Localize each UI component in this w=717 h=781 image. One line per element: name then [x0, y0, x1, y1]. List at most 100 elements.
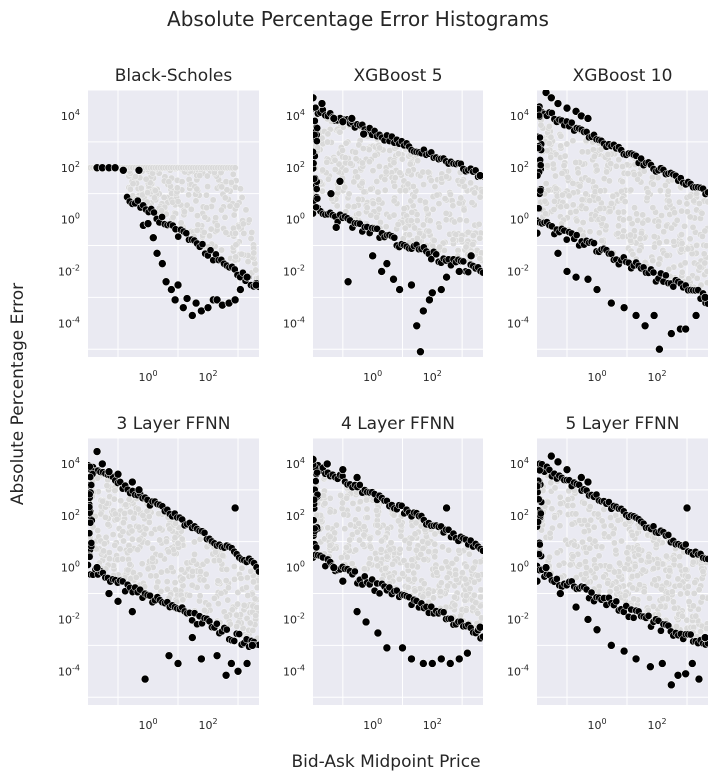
data-point — [213, 221, 221, 229]
data-point — [662, 182, 669, 189]
outlier-point — [158, 259, 167, 268]
data-point — [631, 227, 638, 235]
data-point — [213, 619, 221, 628]
data-point — [432, 250, 441, 259]
y-tick-label: 100 — [510, 212, 529, 227]
data-point — [670, 238, 678, 245]
data-point — [470, 591, 478, 599]
data-point — [587, 516, 595, 524]
data-point — [477, 586, 483, 594]
data-point — [233, 623, 241, 630]
data-point — [563, 140, 571, 148]
data-point — [359, 145, 367, 152]
outlier-point — [191, 298, 201, 308]
data-point — [592, 564, 600, 572]
data-point — [433, 569, 441, 576]
data-point — [557, 132, 565, 140]
data-point — [186, 592, 194, 599]
data-point — [341, 525, 349, 533]
data-point — [631, 563, 639, 570]
y-tick-label: 102 — [286, 508, 305, 523]
data-point — [443, 574, 451, 582]
data-point — [178, 178, 186, 186]
data-point — [179, 575, 187, 583]
data-point — [663, 238, 670, 245]
data-point — [168, 564, 175, 572]
data-point — [462, 606, 470, 614]
data-point — [319, 166, 326, 174]
data-point — [552, 575, 561, 583]
data-point — [658, 585, 665, 593]
data-point — [420, 181, 427, 188]
data-point — [470, 578, 478, 586]
outlier-point — [583, 274, 593, 284]
data-point — [171, 534, 179, 542]
data-point — [210, 594, 218, 602]
data-point — [546, 529, 554, 537]
data-point — [413, 217, 421, 224]
data-point — [598, 517, 606, 525]
data-point — [129, 535, 136, 543]
data-point — [217, 590, 225, 597]
data-point — [551, 484, 559, 492]
outlier-point — [389, 274, 398, 284]
data-point — [395, 150, 402, 158]
data-point — [178, 566, 185, 574]
data-point — [219, 552, 227, 559]
data-point — [338, 505, 346, 512]
data-point — [699, 233, 706, 240]
data-point — [126, 508, 134, 516]
outlier-point — [182, 294, 192, 303]
data-point — [655, 239, 663, 247]
data-point — [567, 209, 574, 216]
data-point — [676, 553, 684, 560]
data-point — [102, 533, 110, 541]
panel-4: 3 Layer FFNN 104 102 100 10-2 10-4 100 102 — [58, 414, 259, 732]
data-point — [390, 197, 398, 205]
data-point — [244, 592, 252, 599]
x-tick-label: 102 — [423, 369, 442, 384]
data-point — [374, 529, 382, 537]
data-point — [400, 557, 408, 565]
data-point — [586, 503, 594, 510]
data-point — [223, 613, 230, 621]
data-point — [469, 232, 477, 239]
outlier-point — [475, 622, 483, 632]
outlier-point — [104, 467, 114, 477]
data-point — [699, 568, 707, 575]
data-point — [542, 180, 550, 187]
outlier-point — [681, 669, 690, 679]
data-point — [633, 210, 640, 218]
y-tick-label: 100 — [61, 560, 80, 575]
data-point — [686, 630, 695, 639]
data-point — [341, 154, 349, 162]
data-point — [571, 541, 578, 549]
data-point — [457, 194, 465, 202]
data-point — [630, 171, 638, 178]
data-point — [431, 183, 439, 191]
data-point — [224, 596, 232, 604]
data-point — [215, 557, 223, 564]
data-point — [426, 217, 434, 225]
data-point — [621, 592, 629, 600]
panel-title-4: 3 Layer FFNN — [116, 414, 230, 434]
y-tick-label: 100 — [286, 560, 305, 575]
data-point — [345, 190, 353, 198]
data-point — [678, 245, 685, 253]
data-point — [253, 604, 259, 611]
data-point — [250, 249, 258, 257]
data-point — [448, 560, 456, 567]
data-point — [650, 233, 658, 240]
data-point — [475, 220, 483, 228]
data-point — [196, 172, 204, 179]
data-point — [670, 598, 677, 606]
data-point — [431, 540, 439, 548]
data-point — [663, 579, 670, 587]
data-point — [128, 527, 136, 535]
data-point — [582, 558, 589, 566]
outlier-point — [128, 477, 137, 487]
data-point — [221, 213, 229, 221]
data-point — [655, 222, 662, 230]
data-point — [674, 575, 682, 583]
x-tick-label: 102 — [198, 717, 217, 732]
